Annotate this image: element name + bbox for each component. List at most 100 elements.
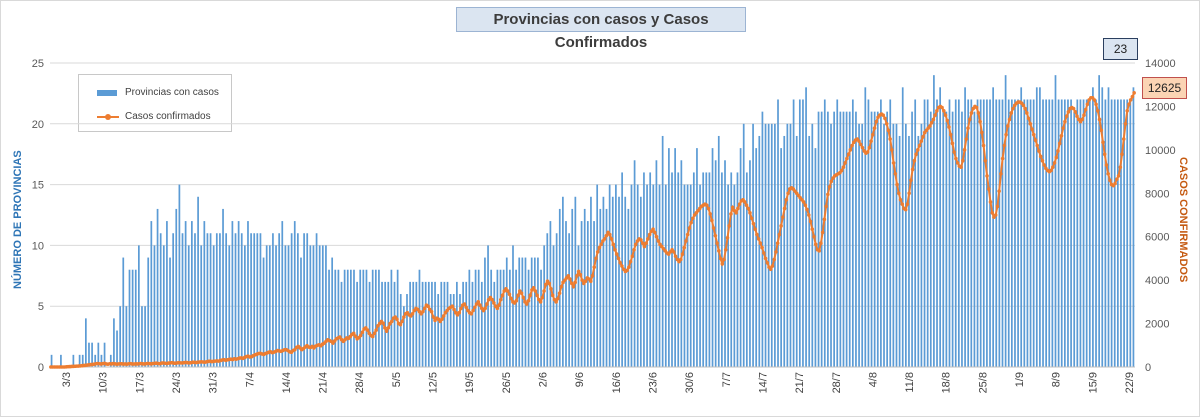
bar [1092,87,1094,367]
bar [119,306,122,367]
cases-point [682,245,687,250]
bar [602,196,605,367]
cases-point [471,308,475,313]
x-tick-label: 7/7 [721,372,733,387]
cases-point [1120,152,1124,156]
bar [546,233,549,367]
cases-point [746,206,751,211]
y-axis-right-label: CASOS CONFIRMADOS [1177,157,1189,283]
cases-point [500,293,505,298]
bar [814,148,817,367]
x-tick-label: 3/3 [61,372,73,387]
bar [1029,99,1032,367]
cases-point [1061,126,1065,130]
cases-point [421,309,425,314]
bar [805,87,807,367]
bar [655,160,658,367]
bar [929,111,932,367]
cases-point [654,234,659,239]
bar [1113,99,1116,367]
cases-point [476,300,481,304]
y-right-tick-label: 8000 [1145,188,1169,200]
bar [309,245,312,367]
cases-point [1113,181,1117,186]
bar [502,269,505,367]
bar [60,354,62,367]
x-tick-label: 25/8 [977,372,989,393]
cases-point [708,212,712,216]
bar [268,245,271,367]
bar [1120,99,1122,367]
last-provinces-badge: 23 [1103,38,1138,60]
x-tick-label: 16/6 [611,372,623,393]
bar [125,306,128,367]
chart-legend: Provincias con casos Casos confirmados [78,74,232,132]
bar [530,257,533,367]
cases-point [507,292,512,297]
cases-point [594,256,598,261]
cases-point [533,289,538,293]
bar [387,281,390,367]
bar [206,233,209,367]
cases-point [905,202,910,206]
cases-point [921,135,925,139]
cases-point [1073,110,1078,114]
bar [128,269,131,367]
cases-point [576,269,581,274]
bar [209,233,212,367]
bar [780,148,782,367]
cases-point [632,247,636,252]
cases-point [1002,143,1007,148]
bar [346,269,349,367]
cases-point [826,192,830,197]
cases-point [381,321,385,325]
bar [749,160,751,367]
bar [421,281,424,367]
cases-point [910,167,915,172]
bar [1107,87,1110,367]
cases-point [556,296,560,301]
bar [306,233,309,367]
bar [1082,99,1085,367]
cases-point [353,334,358,338]
cases-point [781,215,785,219]
bar [861,123,864,367]
cases-point [962,148,967,152]
cases-point [871,132,875,137]
cases-point [633,242,638,247]
bar [412,281,415,367]
cases-point [943,113,948,117]
cases-point [599,242,603,247]
bar [166,221,168,367]
x-tick-label: 22/9 [1124,372,1136,393]
bar [792,99,795,367]
bar [565,221,567,367]
cases-point [1066,110,1071,114]
bar [237,221,240,367]
bar [936,99,938,367]
bar [758,135,761,367]
cases-point [1035,143,1040,148]
cases-point [867,145,872,150]
bar [1007,99,1010,367]
cases-point [646,237,650,241]
bar [661,135,664,367]
bar [521,257,524,367]
cases-point [685,232,690,237]
y-left-tick-label: 15 [32,180,44,192]
bar [1060,99,1063,367]
bar [730,172,733,367]
cases-point [616,256,621,261]
x-tick-label: 10/3 [98,372,110,393]
cases-point [817,249,821,253]
bar [630,184,633,367]
bar [496,269,499,367]
cases-point [1031,132,1036,137]
cases-point [723,247,728,252]
cases-point [462,302,467,306]
bar [162,245,165,367]
cases-point [829,179,834,184]
bar [998,99,1001,367]
bar [88,342,90,367]
bar [487,245,489,367]
